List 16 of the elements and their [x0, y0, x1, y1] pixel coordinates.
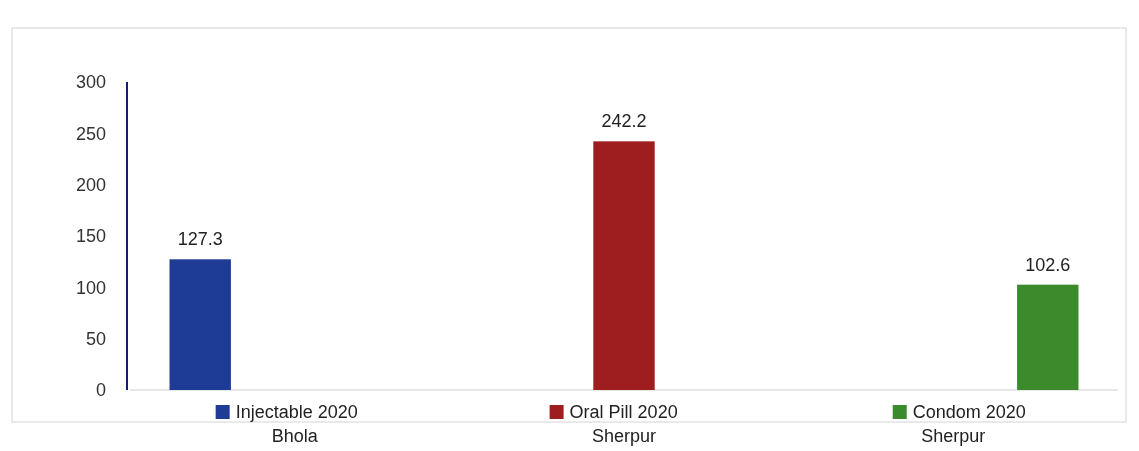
y-tick-label: 50	[85, 328, 106, 349]
y-tick-label: 0	[95, 380, 106, 401]
x-tick-label: Sherpur	[591, 426, 657, 446]
data-label: 242.2	[601, 111, 647, 132]
data-label: 127.3	[177, 229, 223, 250]
y-tick-label: 200	[75, 174, 106, 195]
legend-label: Oral Pill 2020	[569, 402, 678, 423]
y-tick-label: 300	[75, 72, 106, 93]
y-tick-label: 100	[75, 277, 106, 298]
legend-label: Condom 2020	[912, 402, 1026, 423]
y-tick-label: 250	[75, 123, 106, 144]
x-tick-label: Bhola	[271, 426, 319, 446]
legend-label: Injectable 2020	[235, 402, 358, 423]
y-tick-label: 150	[75, 226, 106, 247]
data-label: 102.6	[1025, 254, 1071, 275]
x-tick-label: Sherpur	[921, 426, 986, 446]
